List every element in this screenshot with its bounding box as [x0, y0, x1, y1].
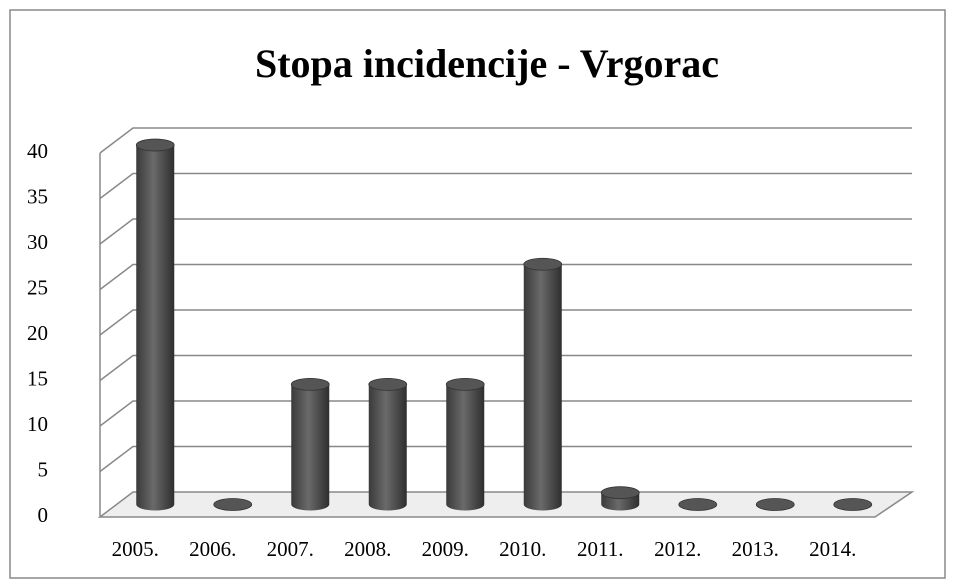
x-tick-label: 2014.: [809, 537, 856, 561]
x-tick-label: 2005.: [112, 537, 159, 561]
bar-top: [445, 377, 485, 391]
grid-line: [99, 309, 912, 336]
bar-top: [290, 377, 330, 391]
bar-top: [600, 486, 640, 500]
grid-line: [99, 172, 912, 200]
bar-top: [755, 498, 795, 511]
x-tick-label: 2010.: [499, 537, 546, 561]
y-tick-label: 10: [27, 412, 48, 436]
grid-line: [99, 445, 912, 473]
bar: [523, 264, 562, 511]
bar-top: [213, 498, 253, 511]
x-tick-label: 2012.: [654, 537, 701, 561]
bar-top: [833, 498, 873, 511]
x-tick-label: 2006.: [189, 537, 236, 561]
x-tick-label: 2008.: [344, 537, 391, 561]
x-tick-label: 2011.: [577, 537, 623, 561]
grid-line: [99, 218, 912, 245]
x-tick-label: 2013.: [732, 537, 779, 561]
x-tick-label: 2009.: [422, 537, 469, 561]
bar: [291, 384, 330, 511]
bar: [368, 384, 407, 511]
bar: [136, 145, 175, 511]
grid-line: [99, 263, 912, 291]
bar-top: [678, 498, 718, 511]
bar-top: [523, 257, 563, 271]
y-tick-label: 20: [27, 321, 48, 345]
y-tick-label: 5: [38, 457, 49, 481]
y-tick-label: 25: [27, 275, 48, 299]
y-tick-label: 15: [27, 366, 48, 390]
grid-line: [99, 127, 912, 154]
bar-top: [135, 138, 175, 152]
grid-line: [99, 400, 912, 427]
bar-top: [368, 377, 408, 391]
y-tick-label: 35: [27, 184, 48, 208]
y-tick-label: 40: [27, 139, 48, 163]
x-tick-label: 2007.: [267, 537, 314, 561]
grid-line: [99, 354, 912, 382]
bar: [446, 384, 485, 511]
chart-title: Stopa incidencije - Vrgorac: [255, 41, 719, 86]
y-tick-label: 30: [27, 230, 48, 254]
y-tick-label: 0: [38, 503, 49, 527]
